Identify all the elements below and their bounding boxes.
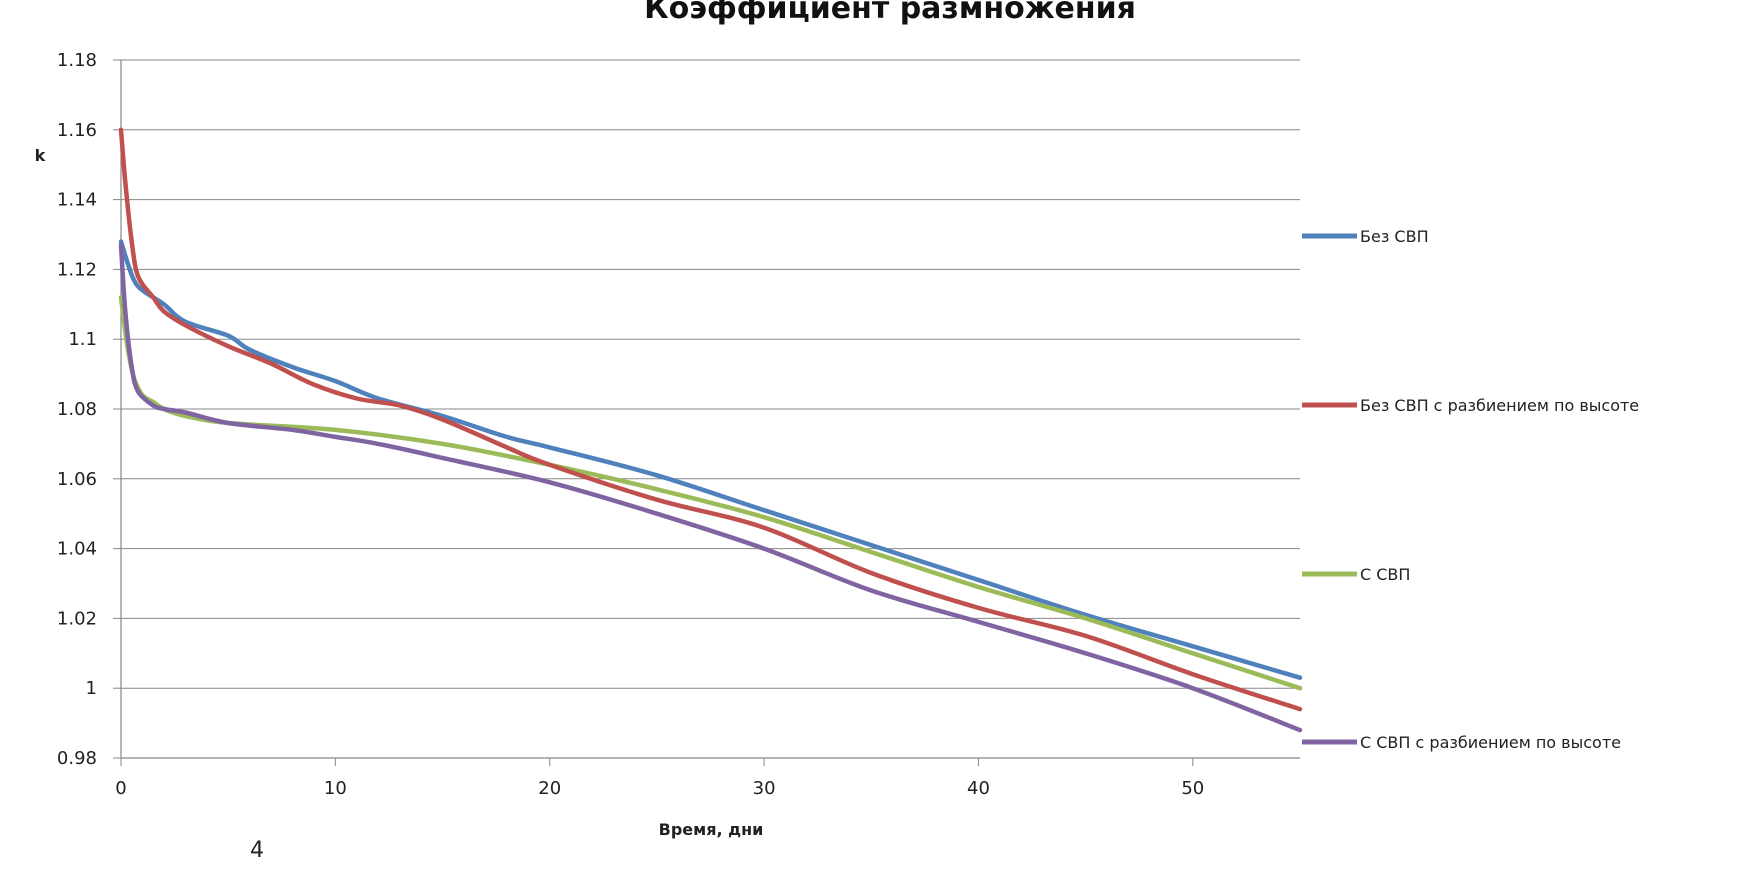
- gridlines: [121, 59, 1300, 689]
- y-tick-label: 1: [86, 678, 97, 699]
- series-lines: [118, 127, 1303, 733]
- legend-label-1: Без СВП с разбиением по высоте: [1360, 396, 1639, 415]
- x-axis-label: Время, дни: [659, 820, 764, 839]
- series-line-0: [118, 239, 1303, 680]
- y-tick-label: 1.12: [57, 259, 97, 280]
- y-tick-label: 1.18: [57, 50, 97, 71]
- chart-title: Коэффициент размножения: [644, 0, 1136, 26]
- stray-digit: 4: [250, 838, 264, 863]
- y-tick-label: 0.98: [57, 748, 97, 769]
- legend-label-3: С СВП с разбиением по высоте: [1360, 733, 1621, 752]
- x-tick-label: 30: [753, 778, 776, 799]
- series-line-1: [118, 127, 1303, 712]
- y-tick-label: 1.08: [57, 399, 97, 420]
- x-tick-label: 40: [967, 778, 990, 799]
- y-tick-label: 1.04: [57, 539, 97, 560]
- y-tick-label: 1.14: [57, 190, 97, 211]
- axes: [113, 59, 1300, 766]
- legend: Без СВП Без СВП с разбиением по высоте С С…: [1302, 227, 1639, 752]
- series-line-3: [118, 242, 1303, 733]
- y-tick-label: 1.02: [57, 608, 97, 629]
- x-tick-labels: 0 10 20 30 40 50: [115, 778, 1204, 799]
- y-tick-labels: 0.98 1 1.02 1.04 1.06 1.08 1.1 1.12 1.14 1.16 1.18: [57, 50, 97, 769]
- legend-label-2: С СВП: [1360, 565, 1410, 584]
- y-tick-label: 1.1: [68, 329, 97, 350]
- legend-label-0: Без СВП: [1360, 227, 1429, 246]
- x-tick-label: 0: [115, 778, 126, 799]
- y-tick-label: 1.06: [57, 469, 97, 490]
- x-tick-label: 10: [324, 778, 347, 799]
- y-tick-label: 1.16: [57, 120, 97, 141]
- x-tick-label: 50: [1181, 778, 1204, 799]
- x-tick-label: 20: [538, 778, 561, 799]
- y-axis-label: k: [35, 146, 46, 165]
